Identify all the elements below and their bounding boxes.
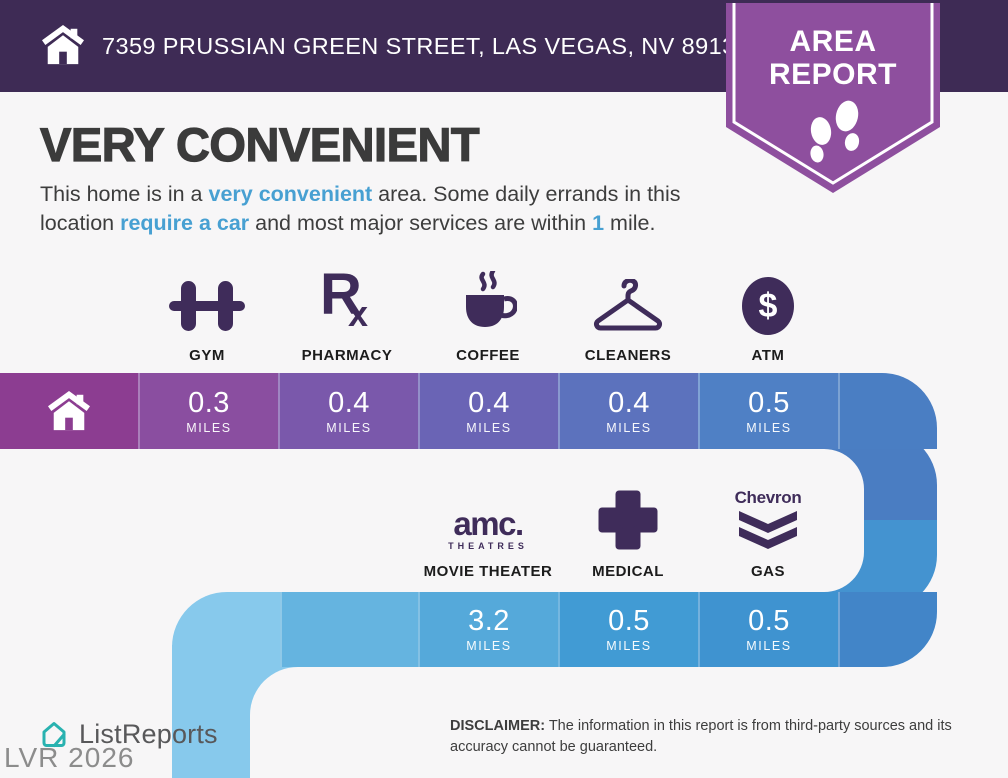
- inner-panel: [0, 449, 864, 592]
- distance-unit: MILES: [746, 420, 792, 435]
- home-segment: [0, 373, 138, 449]
- footprints-icon: [810, 100, 860, 163]
- brand-name: ListReports: [79, 718, 218, 749]
- intro-highlight: require a car: [120, 211, 250, 236]
- intro-highlight: 1: [592, 211, 605, 236]
- home-icon: [48, 390, 90, 431]
- intro-text: This home is in a: [40, 182, 209, 206]
- corner-segment: [838, 592, 937, 667]
- badge-shape: [726, 3, 940, 193]
- amenity-label: GYM: [189, 347, 225, 364]
- amenity-label: MEDICAL: [592, 563, 664, 580]
- amenity-cleaners: CLEANERS: [558, 258, 698, 364]
- watermark: LVR 2026: [4, 742, 135, 773]
- footer-panel: [250, 667, 1008, 778]
- amenity-coffee: COFFEE: [418, 258, 558, 364]
- distance-unit: MILES: [746, 639, 792, 653]
- rx-x-glyph: x: [348, 293, 369, 334]
- amenity-gas: Chevron GAS: [698, 462, 838, 580]
- distance-value: 0.5: [748, 605, 790, 637]
- chevron-wordmark: Chevron: [734, 488, 802, 507]
- distance-cell: 0.4 MILES: [418, 373, 558, 449]
- coffee-icon: [459, 271, 517, 335]
- distance-bar-1: 0.3 MILES 0.4 MILES 0.4 MILES 0.4 MILES …: [0, 373, 937, 449]
- distance-value: 0.3: [188, 386, 230, 419]
- amenity-movie-theater: amc. THEATRES MOVIE THEATER: [418, 462, 558, 580]
- distance-unit: MILES: [606, 420, 652, 435]
- distance-bar-tail: [172, 645, 250, 778]
- distance-value: 0.5: [608, 605, 650, 637]
- empty-segment: [172, 592, 280, 667]
- intro-text: area. Some daily errands in this locatio…: [40, 182, 681, 236]
- page-title: VERY CONVENIENT: [39, 117, 480, 171]
- distance-cell: 0.5 MILES: [698, 373, 838, 449]
- distance-unit: MILES: [606, 639, 652, 653]
- amenity-label: MOVIE THEATER: [423, 563, 553, 580]
- disclaimer-label: DISCLAIMER:: [450, 718, 546, 734]
- listreports-brand: ListReports: [38, 718, 218, 750]
- corner-segment: [838, 373, 937, 449]
- amenity-label: CLEANERS: [584, 347, 672, 364]
- property-address: 7359 PRUSSIAN GREEN STREET, LAS VEGAS, N…: [102, 33, 750, 59]
- area-report-badge: AREA REPORT: [726, 3, 940, 195]
- distance-cell: 0.5 MILES: [558, 592, 698, 667]
- distance-unit: MILES: [466, 639, 512, 653]
- amenity-atm: $ ATM: [698, 258, 838, 364]
- disclaimer: DISCLAIMER: The information in this repo…: [450, 716, 990, 757]
- distance-cell: 0.5 MILES: [698, 592, 838, 667]
- distance-value: 0.4: [328, 386, 370, 419]
- badge-line2: REPORT: [768, 58, 897, 91]
- listreports-logo-icon: [42, 722, 66, 747]
- dollar-glyph: $: [758, 286, 778, 325]
- rx-r-glyph: R: [320, 262, 362, 327]
- amc-theatres-logo: amc. THEATRES: [448, 505, 528, 551]
- intro-highlight: very convenient: [208, 182, 373, 206]
- distance-unit: MILES: [326, 420, 372, 435]
- distance-bar-2: 3.2 MILES 0.5 MILES 0.5 MILES: [172, 592, 937, 667]
- distance-value: 0.5: [748, 386, 790, 419]
- amenity-medical: MEDICAL: [558, 462, 698, 580]
- dollar-circle-icon: $: [742, 277, 794, 335]
- medical-cross-icon: [597, 489, 659, 551]
- badge-title: AREA REPORT: [726, 25, 940, 91]
- badge-line1: AREA: [789, 25, 877, 58]
- amc-subtext: THEATRES: [448, 541, 528, 551]
- empty-segment: [280, 592, 418, 667]
- amc-wordmark: amc.: [453, 505, 524, 542]
- distance-cell: 0.4 MILES: [278, 373, 418, 449]
- intro-text: and most major services are within: [249, 211, 593, 236]
- amenity-gym: GYM: [137, 258, 277, 364]
- amenity-label: GAS: [750, 563, 785, 580]
- distance-value: 3.2: [468, 605, 510, 637]
- chevron-logo: Chevron: [735, 488, 802, 551]
- intro-paragraph: This home is in a very convenient area. …: [40, 180, 732, 239]
- amenity-label: ATM: [751, 347, 785, 364]
- distance-cell: 0.4 MILES: [558, 373, 698, 449]
- distance-value: 0.4: [608, 386, 650, 419]
- distance-cell: 3.2 MILES: [418, 592, 558, 667]
- distance-value: 0.4: [468, 386, 510, 419]
- amenity-label: COFFEE: [456, 347, 520, 364]
- distance-unit: MILES: [186, 420, 232, 435]
- distance-unit: MILES: [466, 420, 512, 435]
- distance-cell: 0.3 MILES: [138, 373, 278, 449]
- disclaimer-text: The information in this report is from t…: [450, 718, 952, 755]
- dumbbell-icon: [169, 277, 245, 335]
- home-icon: [42, 24, 84, 65]
- intro-text: mile.: [604, 211, 656, 236]
- amenity-label: PHARMACY: [301, 347, 393, 364]
- hanger-icon: [588, 279, 668, 335]
